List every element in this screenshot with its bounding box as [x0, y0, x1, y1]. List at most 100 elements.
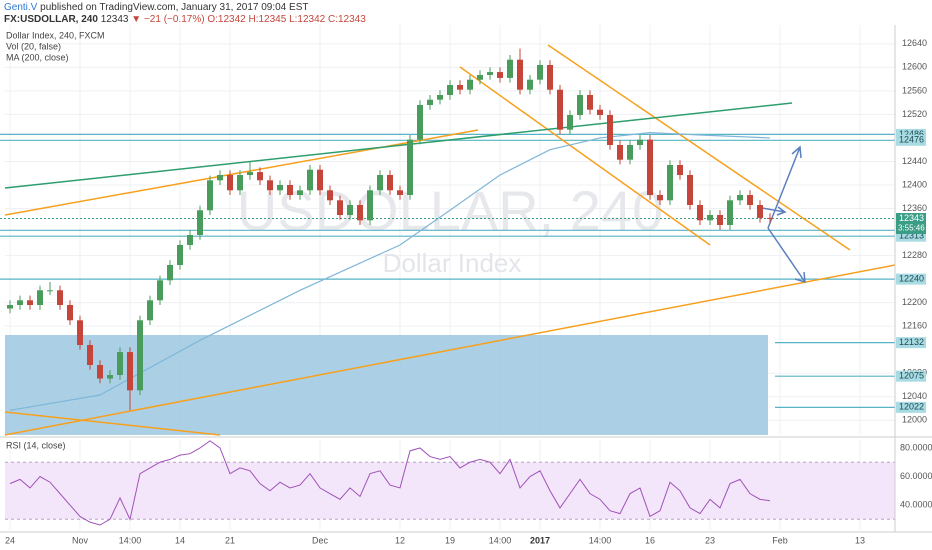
candle-body — [617, 145, 623, 160]
candle-body — [347, 205, 353, 215]
y-tick-label: 12280 — [902, 250, 927, 260]
level-label: 12022 — [899, 402, 924, 412]
candle-body — [107, 375, 113, 379]
symbol-line: FX:USDOLLAR, 240 12343 ▼ −21 (−0.17%) O:… — [4, 14, 366, 25]
y-tick-label: 12600 — [902, 62, 927, 72]
candle-body — [217, 175, 223, 181]
candle-body — [267, 180, 273, 191]
arrow — [767, 227, 806, 284]
candle-body — [427, 99, 433, 105]
trend-line — [4, 102, 793, 189]
candle-body — [477, 75, 483, 80]
candle-body — [237, 175, 243, 191]
arrow — [761, 206, 787, 216]
watermark-sub: Dollar Index — [383, 248, 522, 278]
candle-body — [527, 79, 533, 90]
candle-body — [207, 180, 213, 211]
level-box — [896, 370, 926, 382]
y-tick-label: 12400 — [902, 179, 927, 189]
ma-label: MA (200, close) — [6, 52, 69, 62]
candle-body — [177, 245, 183, 265]
candle-body — [127, 352, 133, 391]
candle-body — [387, 175, 393, 191]
candle-body — [517, 59, 523, 90]
candle-body — [447, 85, 453, 95]
candle-body — [487, 72, 493, 75]
rsi-line — [9, 440, 771, 526]
trend-line — [4, 264, 896, 436]
x-tick-label: 24 — [5, 535, 15, 545]
trend-line — [459, 66, 711, 246]
candle-body — [597, 109, 603, 115]
candle-body — [577, 95, 583, 115]
candle-body — [277, 185, 283, 191]
candle-body — [697, 205, 703, 221]
arrow — [767, 145, 802, 229]
y-tick-label: 12440 — [902, 156, 927, 166]
level-label: 12075 — [899, 371, 924, 381]
candle-body — [647, 139, 653, 195]
candle-body — [47, 290, 53, 292]
y-tick-label: 12520 — [902, 109, 927, 119]
levels — [0, 133, 895, 408]
candle-body — [667, 165, 673, 201]
candle-body — [197, 210, 203, 235]
symbol: FX:USDOLLAR, 240 — [4, 14, 98, 25]
candle-body — [567, 115, 573, 130]
y-tick-label: 12360 — [902, 203, 927, 213]
candle-body — [247, 172, 253, 175]
candle-body — [397, 190, 403, 195]
candle-body — [637, 139, 643, 145]
candle-body — [717, 215, 723, 225]
candle-body — [627, 145, 633, 160]
grid — [5, 25, 895, 530]
change: ▼ −21 (−0.17%) — [131, 14, 204, 25]
y-tick-label: 12040 — [902, 391, 927, 401]
rsi-tick-label: 60.0000 — [900, 471, 932, 481]
candle-body — [377, 175, 383, 191]
countdown-label: 3:55:46 — [898, 224, 925, 233]
level-label: 12313 — [899, 231, 924, 241]
candle-body — [227, 175, 233, 191]
level-box — [896, 134, 926, 146]
candle-body — [537, 65, 543, 80]
candle-body — [687, 175, 693, 205]
candle-body — [677, 165, 683, 175]
rsi-tick-label: 40.0000 — [900, 499, 932, 509]
candle-body — [27, 300, 33, 305]
candle-body — [147, 300, 153, 321]
y-tick-label: 12200 — [902, 297, 927, 307]
candle-body — [727, 200, 733, 225]
candle-body — [77, 320, 83, 345]
candle-body — [707, 215, 713, 221]
candle-body — [297, 190, 303, 195]
candle-body — [57, 290, 63, 305]
x-tick-label: Nov — [72, 535, 89, 545]
candle-body — [317, 169, 323, 191]
candle-body — [307, 169, 313, 191]
x-tick-label: Feb — [772, 535, 788, 545]
candle-body — [407, 139, 413, 195]
published: published on TradingView.com, January 31… — [40, 2, 308, 13]
candle-body — [507, 59, 513, 78]
last: 12343 — [101, 14, 129, 25]
level-label: 12486 — [899, 129, 924, 139]
candle-body — [167, 265, 173, 281]
candle-body — [87, 345, 93, 365]
candle-body — [457, 85, 463, 90]
x-tick-label: 21 — [225, 535, 235, 545]
candle-body — [97, 365, 103, 379]
y-tick-label: 12640 — [902, 38, 927, 48]
candle-body — [367, 190, 373, 221]
y-tick-label: 12160 — [902, 321, 927, 331]
x-tick-label: 14:00 — [119, 535, 142, 545]
candle-body — [417, 105, 423, 140]
trend-line — [4, 411, 221, 436]
level-box — [896, 273, 926, 285]
candle-body — [437, 95, 443, 100]
level-box — [896, 128, 926, 140]
author: Genti.V — [4, 2, 38, 13]
candle-body — [587, 95, 593, 110]
